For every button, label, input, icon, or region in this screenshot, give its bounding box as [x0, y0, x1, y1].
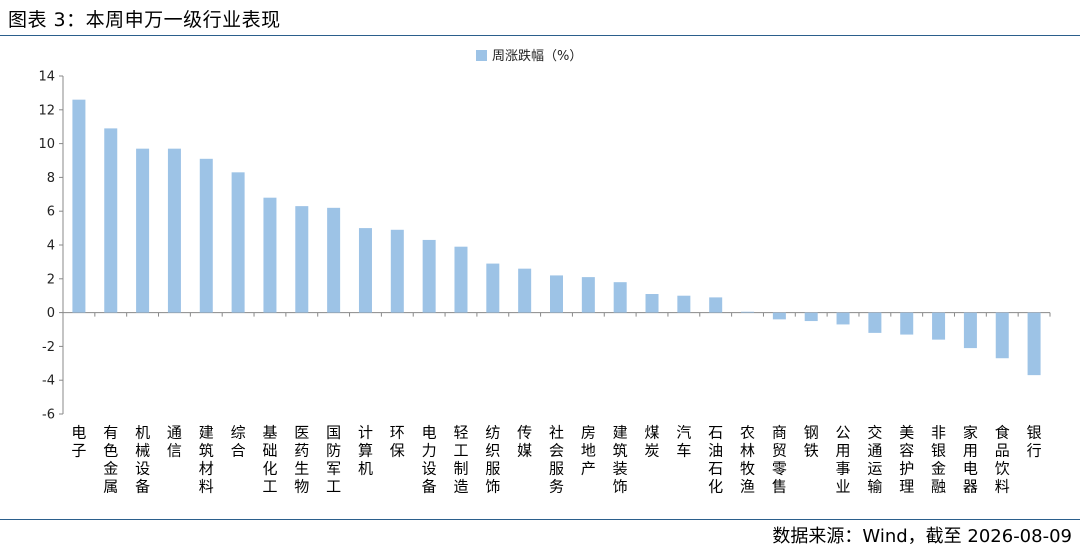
bar	[741, 311, 755, 313]
category-label: 煤炭	[645, 424, 660, 460]
legend-label: 周涨跌幅（%）	[492, 48, 582, 64]
bar	[518, 268, 532, 313]
category-label: 综合	[231, 424, 246, 460]
category-label: 计算机	[358, 424, 373, 478]
bar	[963, 312, 977, 349]
bar	[677, 295, 691, 313]
category-label: 非银金融	[931, 424, 946, 496]
bottom-divider	[0, 519, 1080, 520]
y-tick-label: -6	[42, 408, 55, 423]
y-tick-label: 14	[38, 70, 55, 85]
bar	[932, 312, 946, 340]
category-label: 基础化工	[262, 424, 277, 496]
bar	[804, 312, 818, 322]
bar	[836, 312, 850, 325]
bar	[1027, 312, 1041, 376]
y-tick-label: 8	[47, 171, 55, 186]
y-tick-label: 2	[47, 272, 55, 287]
category-label: 电力设备	[422, 424, 437, 496]
bar	[72, 99, 86, 313]
category-label: 轻工制造	[453, 424, 468, 496]
category-label: 电子	[71, 424, 86, 460]
bar	[390, 229, 404, 313]
category-label: 公用事业	[836, 424, 851, 496]
bars	[72, 99, 1041, 376]
category-label: 食品饮料	[995, 424, 1010, 496]
bar	[868, 312, 882, 333]
bar	[136, 148, 150, 313]
category-label: 社会服务	[549, 424, 564, 496]
bar	[709, 297, 723, 313]
category-label: 交通运输	[867, 424, 882, 496]
top-divider	[0, 35, 1080, 36]
category-label: 汽车	[676, 424, 691, 460]
bar	[995, 312, 1009, 359]
category-label: 机械设备	[135, 424, 150, 496]
category-label: 纺织服饰	[485, 424, 500, 496]
category-label: 美容护理	[899, 424, 914, 496]
bar	[327, 207, 341, 313]
bar	[358, 228, 372, 313]
category-label: 钢铁	[804, 424, 819, 460]
y-tick-label: 0	[47, 306, 55, 321]
category-label: 医药生物	[294, 424, 309, 496]
bar	[422, 239, 436, 313]
category-label: 农林牧渔	[740, 424, 755, 496]
bar	[613, 282, 627, 313]
y-tick-label: -2	[42, 340, 55, 355]
bar	[581, 277, 595, 313]
bar	[167, 148, 181, 313]
category-label: 建筑装饰	[613, 424, 628, 496]
y-tick-label: 6	[47, 205, 55, 220]
category-label: 银行	[1027, 424, 1042, 460]
bar	[295, 206, 309, 313]
bar	[454, 246, 468, 313]
category-label: 传媒	[517, 424, 532, 460]
source-note: 数据来源：Wind，截至 2026-08-09	[772, 526, 1072, 547]
bar	[550, 275, 563, 313]
category-label: 商贸零售	[772, 424, 787, 496]
y-tick-label: 4	[47, 239, 55, 254]
category-label: 家用电器	[963, 424, 978, 496]
y-tick-label: -4	[42, 374, 55, 389]
y-tick-label: 12	[38, 103, 55, 118]
y-tick-labels: 14 12 10 8 6 4 2 0 -2 -4 -6	[38, 70, 55, 423]
category-label: 通信	[167, 424, 182, 460]
y-tick-label: 10	[38, 137, 55, 152]
chart-title: 图表 3：本周申万一级行业表现	[8, 9, 281, 31]
legend-swatch	[476, 50, 487, 61]
bar	[231, 172, 245, 313]
bar	[486, 263, 500, 313]
bar	[104, 128, 118, 313]
x-category-labels: 电子 有色金属 机械设备 通信 建筑材料 综合 基础化工 医药生物 国防军工 计算机 环保 电力设备 轻…	[71, 424, 1041, 496]
legend: 周涨跌幅（%）	[476, 48, 582, 64]
bar	[900, 312, 914, 335]
category-label: 国防军工	[326, 424, 341, 496]
category-label: 建筑材料	[199, 424, 214, 496]
bar	[199, 158, 213, 313]
bar	[645, 294, 659, 313]
category-label: 有色金属	[103, 424, 118, 496]
category-label: 房地产	[581, 424, 596, 478]
bar	[263, 197, 277, 313]
bar	[772, 312, 786, 320]
category-label: 石油石化	[708, 424, 723, 496]
category-label: 环保	[390, 424, 405, 460]
